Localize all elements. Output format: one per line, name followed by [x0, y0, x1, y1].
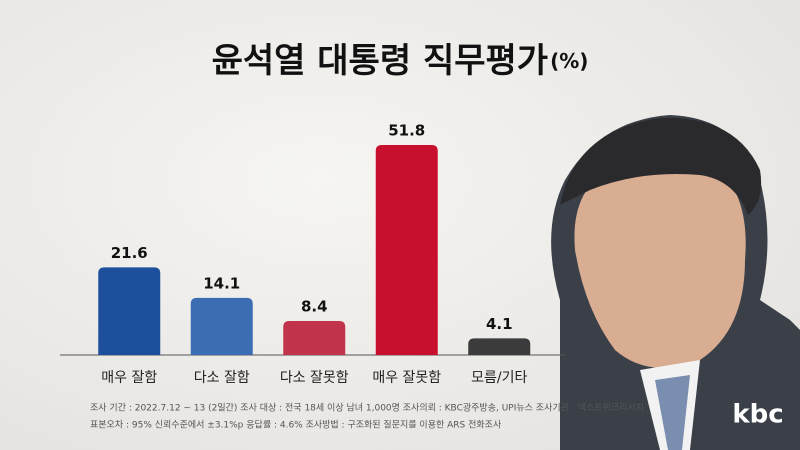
value-label: 4.1 — [486, 315, 513, 333]
bar — [375, 145, 438, 355]
bars: 21.6 매우 잘함 14.1 다소 잘함 8.4 다소 잘못함 51.8 매우 잘못함 4.1… — [98, 122, 531, 386]
x-tick-label: 모름/기타 — [471, 370, 527, 386]
portrait — [551, 115, 800, 450]
unit: (%) — [550, 49, 588, 73]
logo: kbc — [732, 400, 783, 430]
title-text: 윤석열 대통령 직무평가 — [212, 41, 548, 81]
chart-title: 윤석열 대통령 직무평가 (%) — [212, 41, 589, 81]
value-label: 8.4 — [301, 297, 328, 315]
value-label: 14.1 — [203, 274, 240, 292]
x-tick-label: 다소 잘못함 — [280, 370, 349, 386]
value-label: 51.8 — [388, 122, 425, 140]
bar — [190, 297, 253, 355]
footnote: 조사 기간 : 2022.7.12 ~ 13 (2일간) 조사 대상 : 전국 … — [90, 402, 644, 414]
x-tick-label: 매우 잘함 — [101, 370, 157, 386]
footnote: 표본오차 : 95% 신뢰수준에서 ±3.1%p 응답률 : 4.6% 조사방법… — [90, 419, 502, 431]
bar — [283, 320, 346, 355]
bar — [98, 267, 161, 355]
bar — [468, 338, 531, 355]
value-label: 21.6 — [111, 244, 148, 262]
x-tick-label: 다소 잘함 — [194, 370, 250, 386]
x-tick-label: 매우 잘못함 — [372, 370, 441, 386]
